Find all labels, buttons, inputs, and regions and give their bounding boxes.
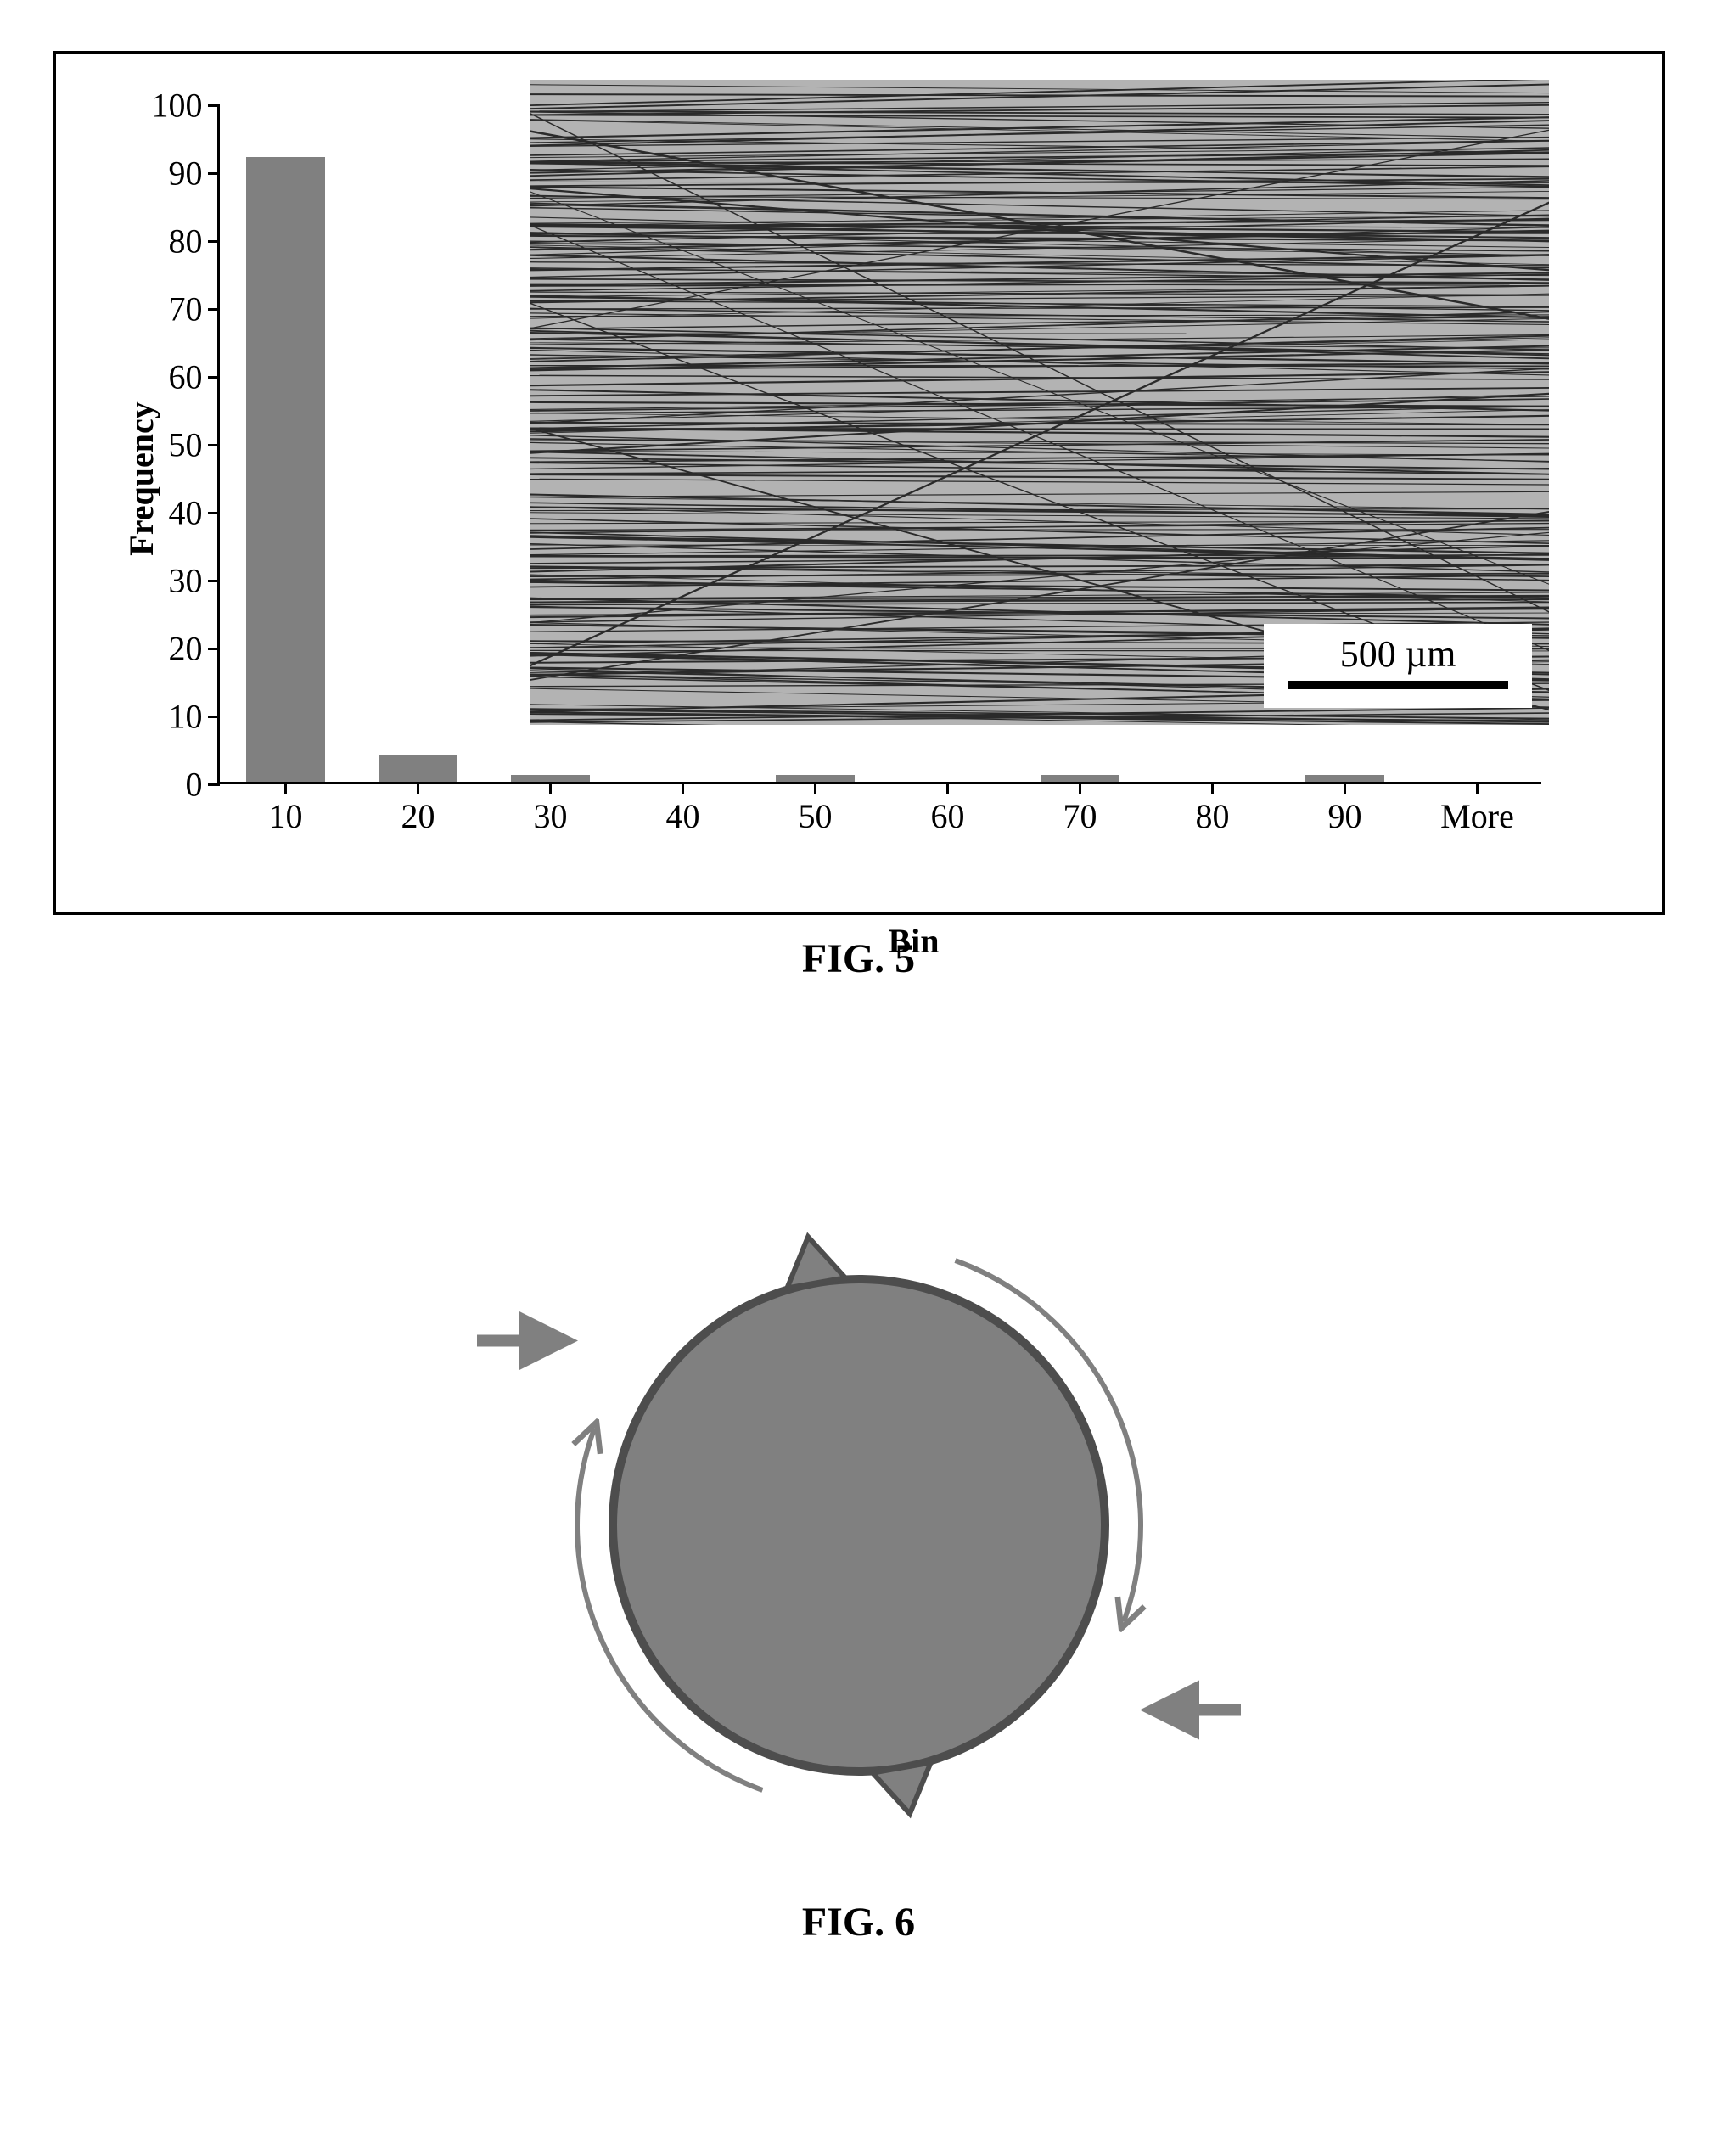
fig5-bar (1305, 775, 1385, 782)
fig5-xtick-label: 60 (931, 796, 965, 836)
fig5-xtick-label: 50 (799, 796, 833, 836)
fig6-caption: FIG. 6 (802, 1899, 915, 1945)
fig5-xtick-label: 20 (401, 796, 435, 836)
figure-5: Frequency 500 µm 01020304050607080901001… (53, 51, 1665, 982)
fig5-xtick (1476, 782, 1479, 794)
fig5-xtick (1344, 782, 1346, 794)
fig5-xtick (682, 782, 684, 794)
fig5-chart-panel: Frequency 500 µm 01020304050607080901001… (53, 51, 1665, 915)
fig6-diagram (477, 1186, 1241, 1865)
fig5-ytick (208, 716, 220, 718)
fig5-xtick-label: 30 (534, 796, 568, 836)
fig5-bar (1041, 775, 1120, 782)
fig5-ytick (208, 240, 220, 243)
fig5-xtick (284, 782, 287, 794)
fig5-x-axis-label: Bin (888, 921, 939, 961)
scale-bar-box: 500 µm (1264, 624, 1532, 708)
fig5-xtick-label: 80 (1196, 796, 1230, 836)
fig5-xtick (1211, 782, 1214, 794)
fig5-ytick (208, 172, 220, 175)
fig5-xtick (814, 782, 816, 794)
fig5-ytick-label: 80 (126, 222, 203, 261)
fig5-ytick-label: 100 (126, 86, 203, 126)
fig5-xtick-label: 40 (666, 796, 700, 836)
fig5-ytick (208, 104, 220, 107)
fig5-chart-plotbox: Frequency 500 µm 01020304050607080901001… (217, 105, 1611, 852)
fig5-caption: FIG. 5 (53, 935, 1665, 982)
fig5-xtick-label: More (1440, 796, 1514, 836)
nozzle-marker (873, 1763, 931, 1814)
fig5-ytick-label: 30 (126, 561, 203, 601)
fig5-ytick-label: 50 (126, 425, 203, 465)
fig5-ytick (208, 376, 220, 379)
fig5-xtick-label: 90 (1328, 796, 1362, 836)
fig5-bar (379, 755, 458, 782)
fig5-xtick-label: 10 (269, 796, 303, 836)
fig5-xtick (417, 782, 419, 794)
fig5-plot-area: 500 µm 010203040506070809010010203040506… (217, 105, 1541, 784)
fig5-ytick-label: 60 (126, 357, 203, 397)
fig5-bar (511, 775, 591, 782)
fig5-ytick-label: 90 (126, 154, 203, 194)
fig5-ytick-label: 70 (126, 289, 203, 329)
nozzle-marker (787, 1237, 845, 1288)
fig5-ytick-label: 20 (126, 629, 203, 669)
fig5-xtick (1079, 782, 1081, 794)
fig5-xtick-label: 70 (1063, 796, 1097, 836)
fig5-ytick (208, 648, 220, 650)
fig5-bar (246, 157, 326, 782)
fig5-xtick (946, 782, 949, 794)
figure-6: FIG. 6 (53, 1186, 1665, 1945)
fig5-inset-micrograph: 500 µm (530, 80, 1549, 725)
fig5-ytick-label: 10 (126, 697, 203, 737)
fig5-bar (776, 775, 856, 782)
fig5-ytick (208, 444, 220, 446)
fig5-ytick (208, 783, 220, 786)
fig5-ytick-label: 0 (126, 765, 203, 805)
fig5-ytick (208, 580, 220, 582)
fig5-ytick (208, 308, 220, 311)
fig5-ytick-label: 40 (126, 493, 203, 533)
fig5-ytick (208, 512, 220, 514)
scale-bar-label: 500 µm (1340, 632, 1456, 676)
fig5-xtick (549, 782, 552, 794)
rotating-disk (613, 1279, 1105, 1771)
scale-bar (1288, 681, 1508, 689)
